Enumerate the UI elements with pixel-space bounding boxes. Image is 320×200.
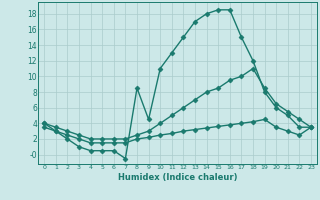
X-axis label: Humidex (Indice chaleur): Humidex (Indice chaleur): [118, 173, 237, 182]
